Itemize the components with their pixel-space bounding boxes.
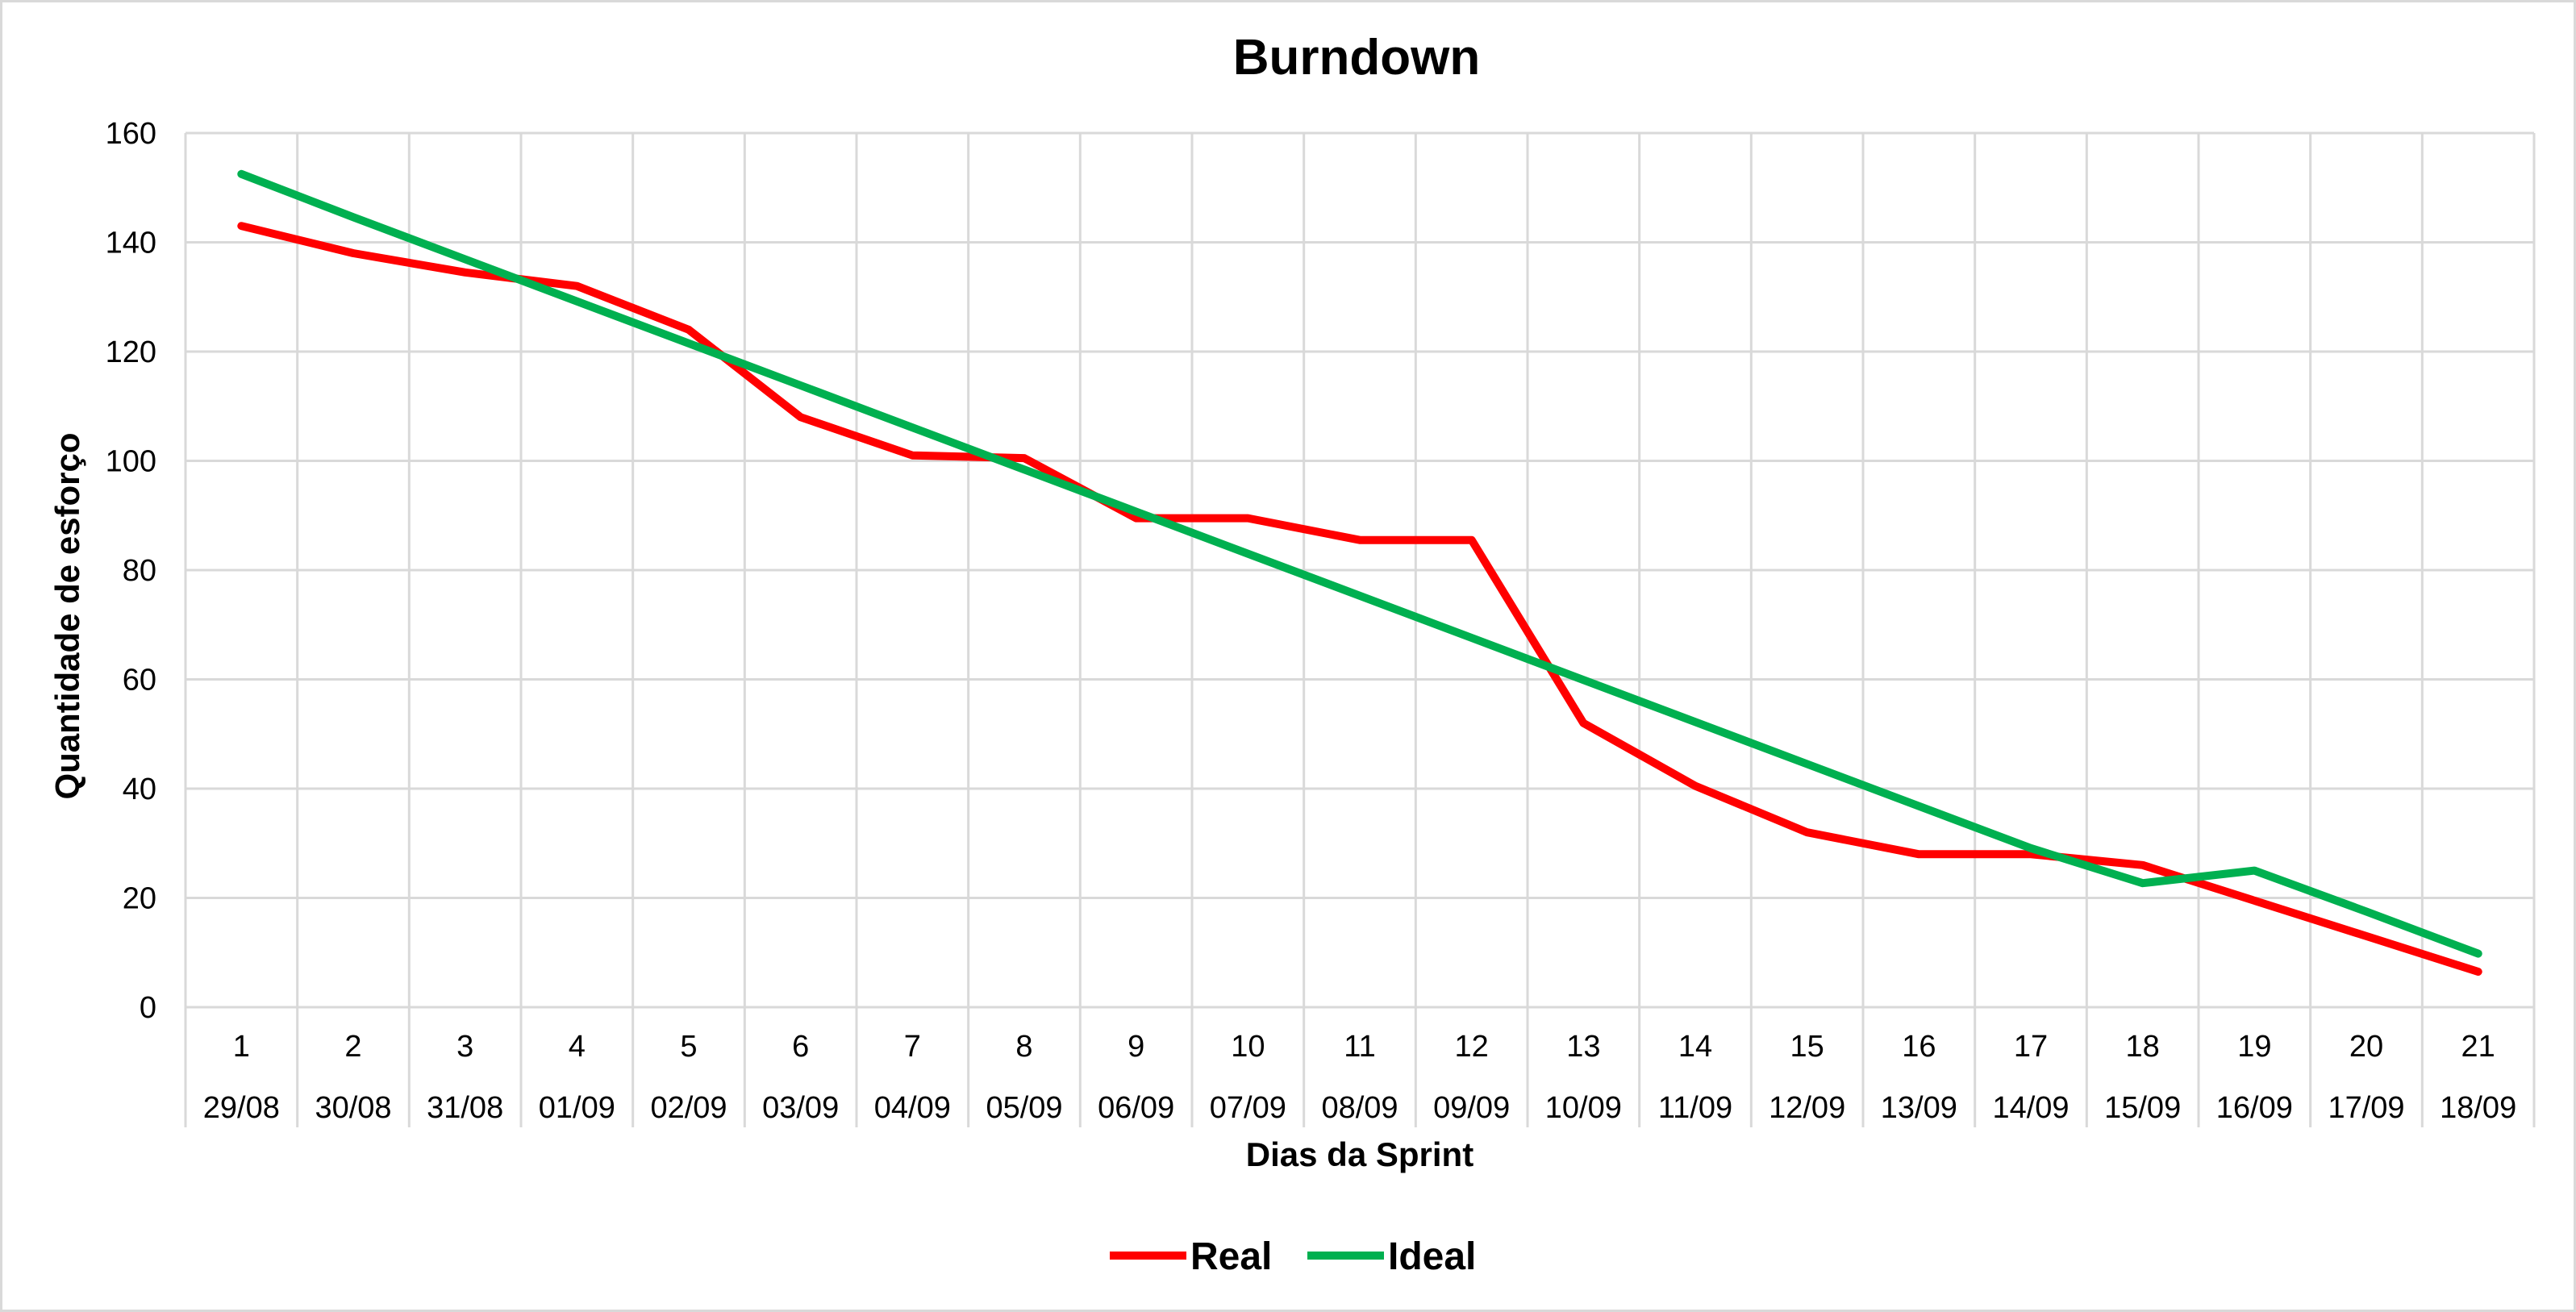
x-tick-label: 11 <box>1344 1030 1375 1064</box>
x-date-label: 30/08 <box>315 1091 391 1125</box>
y-tick-label: 160 <box>106 117 156 151</box>
grid <box>184 131 2536 1007</box>
x-date-label: 07/09 <box>1210 1091 1286 1125</box>
x-date-label: 18/09 <box>2440 1091 2516 1125</box>
x-date-label: 08/09 <box>1321 1091 1398 1125</box>
x-tick-label: 2 <box>344 1030 361 1064</box>
x-tick-label: 8 <box>1015 1030 1032 1064</box>
x-tick-label: 20 <box>2349 1030 2383 1064</box>
x-tick-label: 7 <box>904 1030 921 1064</box>
x-date-label: 14/09 <box>1992 1091 2069 1125</box>
x-tick-label: 12 <box>1455 1030 1489 1064</box>
x-tick-label: 4 <box>569 1030 586 1064</box>
x-date-label: 16/09 <box>2216 1091 2293 1125</box>
x-tick-label: 13 <box>1566 1030 1600 1064</box>
y-tick-label: 80 <box>123 554 156 588</box>
legend-label-real: Real <box>1190 1235 1272 1278</box>
x-date-label: 12/09 <box>1769 1091 1845 1125</box>
y-tick-label: 60 <box>123 664 156 698</box>
x-tick-label: 16 <box>1902 1030 1936 1064</box>
x-date-label: 02/09 <box>650 1091 727 1125</box>
x-date-label: 06/09 <box>1098 1091 1174 1125</box>
x-axis-title: Dias da Sprint <box>1246 1135 1473 1173</box>
x-date-label: 10/09 <box>1545 1091 1622 1125</box>
y-tick-label: 100 <box>106 445 156 479</box>
x-tick-label: 21 <box>2461 1030 2495 1064</box>
legend: Real Ideal <box>1110 1235 1476 1278</box>
series-line-ideal <box>237 169 2482 958</box>
x-tick-label: 17 <box>2014 1030 2048 1064</box>
x-date-label: 15/09 <box>2104 1091 2181 1125</box>
y-tick-label: 20 <box>123 882 156 916</box>
x-date-label: 29/08 <box>203 1091 280 1125</box>
x-date-label: 31/08 <box>427 1091 503 1125</box>
x-tick-label: 15 <box>1790 1030 1824 1064</box>
y-tick-label: 0 <box>140 991 156 1025</box>
x-date-label: 01/09 <box>539 1091 615 1125</box>
x-tick-label: 9 <box>1128 1030 1144 1064</box>
y-axis-title: Quantidade de esforço <box>48 432 86 799</box>
x-date-label: 03/09 <box>762 1091 839 1125</box>
y-tick-label: 40 <box>123 773 156 806</box>
x-tick-label: 14 <box>1678 1030 1712 1064</box>
x-tick-label: 1 <box>233 1030 250 1064</box>
series-line-real <box>237 222 2482 976</box>
x-date-label: 04/09 <box>874 1091 951 1125</box>
x-date-label: 11/09 <box>1658 1091 1732 1125</box>
legend-label-ideal: Ideal <box>1388 1235 1476 1278</box>
x-tick-label: 5 <box>680 1030 697 1064</box>
x-date-label: 05/09 <box>986 1091 1062 1125</box>
series <box>237 169 2482 976</box>
x-tick-label: 6 <box>792 1030 809 1064</box>
x-date-label: 13/09 <box>1881 1091 1957 1125</box>
x-tick-label: 3 <box>456 1030 473 1064</box>
x-tick-label: 10 <box>1231 1030 1265 1064</box>
y-tick-label: 140 <box>106 227 156 260</box>
x-date-label: 09/09 <box>1433 1091 1510 1125</box>
x-date-label: 17/09 <box>2328 1091 2404 1125</box>
x-tick-label: 18 <box>2126 1030 2160 1064</box>
x-tick-label: 19 <box>2237 1030 2271 1064</box>
chart-title: Burndown <box>1233 30 1481 85</box>
y-tick-label: 120 <box>106 335 156 369</box>
